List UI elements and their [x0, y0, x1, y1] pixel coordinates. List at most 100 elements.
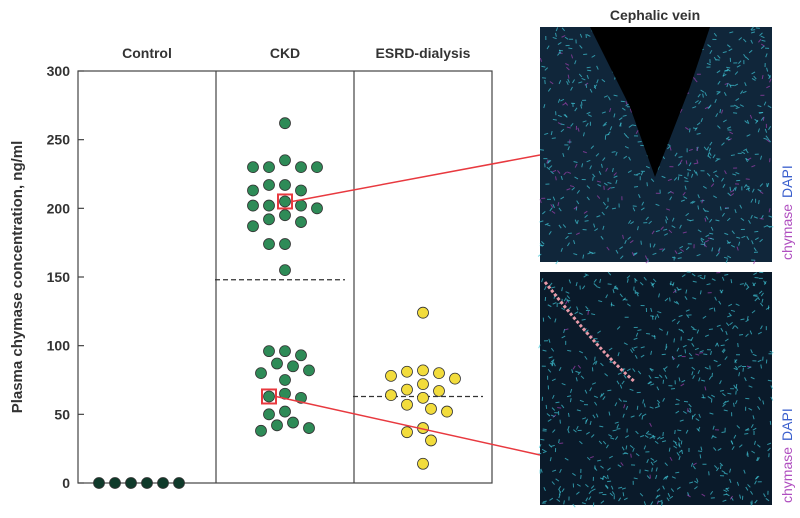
data-point [174, 478, 185, 489]
data-point [280, 210, 291, 221]
texture-stroke [674, 338, 675, 342]
data-point [264, 239, 275, 250]
data-point [418, 458, 429, 469]
texture-stroke [607, 390, 611, 391]
y-axis-label: Plasma chymase concentration, ng/ml [9, 141, 26, 414]
data-point [264, 391, 275, 402]
y-tick-label: 50 [54, 406, 70, 422]
data-point [110, 478, 121, 489]
texture-stroke [721, 345, 725, 346]
texture-stroke [631, 454, 632, 458]
texture-stroke [634, 175, 638, 176]
texture-stroke [623, 492, 624, 496]
texture-stroke [747, 452, 748, 456]
texture-stroke [587, 67, 591, 68]
texture-stroke [697, 147, 698, 151]
data-point [248, 162, 259, 173]
texture-stroke [552, 138, 556, 139]
data-point [418, 379, 429, 390]
texture-stroke [722, 432, 726, 433]
texture-stroke [612, 208, 616, 209]
texture-stroke [545, 80, 546, 84]
data-point [272, 420, 283, 431]
data-point [248, 221, 259, 232]
texture-stroke [704, 275, 705, 279]
texture-stroke [675, 430, 676, 434]
texture-stroke [760, 218, 764, 219]
data-point [264, 200, 275, 211]
data-point [288, 417, 299, 428]
data-point [418, 307, 429, 318]
data-point [264, 346, 275, 357]
texture-stroke [647, 182, 648, 186]
data-point [434, 368, 445, 379]
data-point [296, 162, 307, 173]
texture-stroke [567, 350, 571, 351]
texture-stroke [585, 221, 589, 222]
data-point [426, 435, 437, 446]
data-point [248, 185, 259, 196]
texture-stroke [555, 402, 559, 403]
data-point [296, 217, 307, 228]
data-point [402, 399, 413, 410]
data-point [280, 179, 291, 190]
texture-stroke [751, 30, 755, 31]
y-tick-label: 250 [47, 132, 71, 148]
data-point [418, 392, 429, 403]
texture-stroke [738, 343, 739, 347]
data-point [304, 423, 315, 434]
data-point [142, 478, 153, 489]
data-point [402, 427, 413, 438]
data-point [256, 368, 267, 379]
stain-label: chymase [779, 447, 795, 503]
texture-stroke [599, 492, 603, 493]
data-point [280, 155, 291, 166]
data-point [272, 358, 283, 369]
texture-stroke [586, 84, 587, 88]
texture-stroke [641, 241, 642, 245]
data-point [386, 370, 397, 381]
data-point [94, 478, 105, 489]
texture-stroke [593, 177, 594, 181]
texture-stroke [638, 141, 642, 142]
texture-stroke [746, 179, 750, 180]
data-point [280, 239, 291, 250]
texture-stroke [626, 446, 627, 450]
texture-stroke [684, 401, 688, 402]
data-point [288, 361, 299, 372]
texture-stroke [721, 465, 722, 469]
data-point [280, 118, 291, 129]
texture-stroke [682, 450, 683, 454]
texture-stroke [714, 308, 715, 312]
y-tick-label: 200 [47, 200, 71, 216]
texture-stroke [634, 186, 638, 187]
texture-stroke [751, 502, 752, 506]
stain-label-group: chymase DAPI [779, 408, 795, 503]
connector [292, 155, 540, 201]
texture-stroke [744, 433, 748, 434]
texture-stroke [543, 429, 547, 430]
texture-stroke [581, 475, 582, 479]
texture-stroke [770, 421, 771, 425]
texture-stroke [678, 176, 679, 180]
data-point [264, 214, 275, 225]
data-point [312, 203, 323, 214]
data-point [280, 346, 291, 357]
data-point [158, 478, 169, 489]
data-point [296, 200, 307, 211]
data-point [402, 366, 413, 377]
data-point [264, 409, 275, 420]
texture-stroke [588, 311, 589, 315]
category-label: CKD [270, 45, 300, 61]
texture-stroke [540, 439, 544, 440]
y-tick-label: 150 [47, 269, 71, 285]
texture-stroke [586, 420, 587, 424]
data-point [434, 385, 445, 396]
stain-label: DAPI [779, 408, 795, 441]
texture-stroke [670, 297, 671, 301]
data-point [312, 162, 323, 173]
texture-stroke [754, 231, 758, 232]
texture-stroke [731, 155, 735, 156]
texture-stroke [540, 150, 544, 151]
